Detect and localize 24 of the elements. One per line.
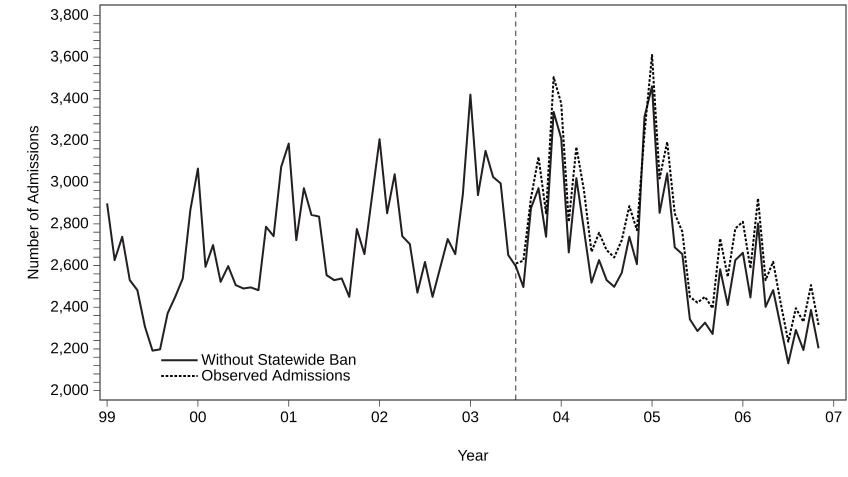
x-axis-title: Year: [458, 450, 488, 461]
y-tick-label: 2,600: [51, 259, 88, 272]
legend-label: Observed Admissions: [202, 369, 350, 381]
y-tick-label: 2,800: [51, 218, 88, 230]
x-tick-label: 01: [280, 411, 297, 422]
x-tick-label: 00: [190, 411, 206, 422]
y-tick-label: 2,200: [51, 342, 88, 356]
y-tick-label: 3,200: [50, 134, 88, 147]
y-tick-label: 3,400: [50, 92, 88, 106]
line-series: [106, 85, 820, 364]
x-tick-label: 07: [826, 411, 842, 422]
y-tick-label: 2,400: [51, 300, 88, 314]
legend-label: Without Statewide Ban: [201, 354, 356, 365]
x-tick-label: 04: [553, 411, 570, 422]
y-tick-label: 3,600: [50, 50, 88, 64]
y-tick-label: 3,800: [50, 9, 88, 22]
x-tick-label: 06: [734, 411, 751, 422]
x-tick-label: 03: [462, 411, 478, 422]
x-tick-label: 02: [372, 411, 388, 422]
y-tick-label: 3,000: [50, 176, 88, 189]
x-tick-label: 05: [644, 411, 660, 422]
x-tick-label: 99: [99, 411, 115, 422]
y-axis-title: Number of Admissions: [27, 126, 38, 278]
y-tick-label: 2,000: [51, 384, 88, 397]
